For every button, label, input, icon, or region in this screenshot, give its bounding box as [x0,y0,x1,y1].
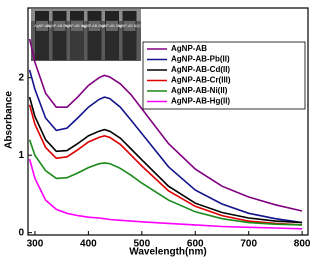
x-tick-label: 800 [294,239,311,250]
vial-cap [52,11,67,20]
x-tick-label: 600 [187,239,204,250]
y-axis-label: Absorbance [4,91,15,149]
legend-box [142,41,306,110]
x-tick-label: 700 [240,239,257,250]
x-tick-label: 300 [27,239,44,250]
vial-label: AgNP-AB Cr(III) [82,24,108,28]
legend-label: AgNP-AB-Hg(II) [171,97,230,106]
vial-label-bg [123,21,136,31]
vial-cap [35,11,49,20]
x-tick-label: 500 [133,239,150,250]
vial-label: AgNP-AB [34,24,50,28]
vial-label: AgNP-AB Cd(II) [99,24,124,28]
data-line [28,38,303,212]
x-tick-label: 400 [80,239,97,250]
vial-label: AgNP-AB Pb(II) [47,24,72,28]
legend-label: AgNP-AB-Cd(II) [171,65,230,74]
x-axis-label: Wavelength(nm) [129,247,206,258]
legend-label: AgNP-AB-Pb(II) [171,55,230,64]
legend-label: AgNP-AB [171,44,207,53]
legend: AgNP-AB AgNP-AB-Pb(II)AgNP-AB-Cd(II) AgNP-… [142,41,306,110]
vial-label-bg [106,21,118,31]
y-tick-label: 2 [18,72,24,83]
data-line [28,158,303,230]
data-line [28,139,303,226]
y-tick-label: 1 [18,150,24,161]
vial-label: AgNP-AB Hg(II) [64,24,89,28]
legend-label: AgNP-AB-Cr(III) [171,76,231,85]
vial-cap [122,11,137,20]
vial-cap [105,11,119,20]
plot-frame [27,7,309,236]
data-line [28,69,303,224]
legend-label: AgNP-AB-Ni(II) [171,86,228,95]
vial-label-bg [71,21,83,31]
vial-cap [87,11,102,20]
vial-label: AgNP-AB Ni(II) [117,24,141,28]
data-line [28,96,303,224]
vial-cap [70,11,84,20]
vial-label-bg [53,21,66,31]
vial-label-bg [88,21,101,31]
vial-label-bg [36,21,48,31]
data-line [28,104,303,226]
y-tick-label: 0 [18,227,24,238]
